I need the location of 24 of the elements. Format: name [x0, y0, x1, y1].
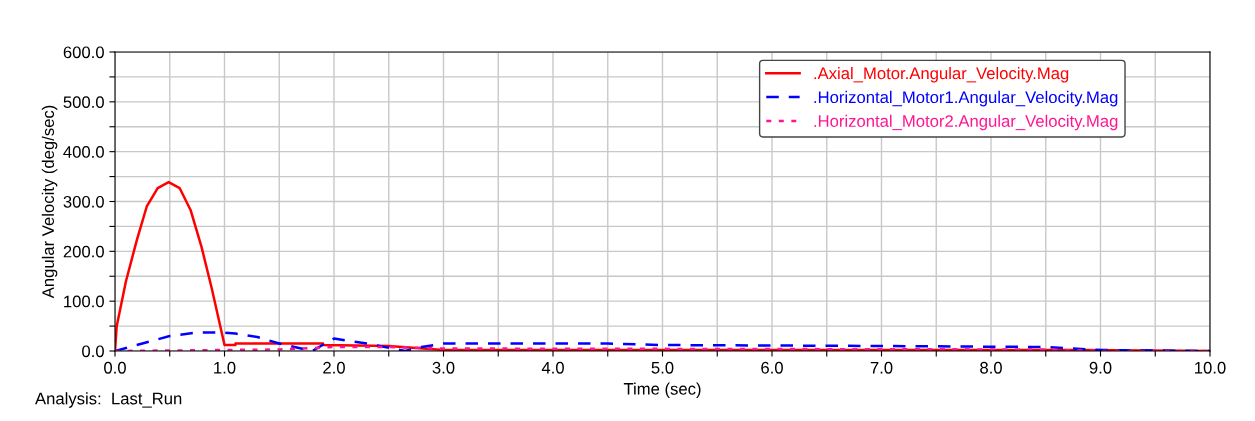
y-tick-label: 0.0 — [82, 345, 104, 358]
x-tick-label: 10.0 — [1195, 361, 1226, 374]
legend-label: .Horizontal_Motor2.Angular_Velocity.Mag — [814, 114, 1118, 131]
x-tick-label: 3.0 — [432, 361, 455, 374]
y-tick-label: 300.0 — [63, 195, 104, 208]
x-tick-label: 7.0 — [870, 361, 893, 374]
x-tick-label: 0.0 — [104, 361, 126, 374]
x-tick-label: 2.0 — [323, 361, 345, 374]
legend-label: .Horizontal_Motor1.Angular_Velocity.Mag — [814, 90, 1118, 107]
y-tick-label: 500.0 — [63, 96, 104, 109]
legend-label: .Axial_Motor.Angular_Velocity.Mag — [814, 67, 1069, 83]
x-axis-title: Time (sec) — [623, 382, 701, 399]
x-tick-label: 4.0 — [541, 361, 564, 374]
text: Analysis: Last_Run — [35, 392, 182, 408]
x-tick-label: 8.0 — [980, 361, 1002, 374]
x-tick-label: 5.0 — [651, 361, 674, 374]
y-tick-label: 400.0 — [63, 146, 104, 158]
x-tick-label: 9.0 — [1089, 361, 1112, 374]
y-tick-label: 100.0 — [64, 295, 104, 308]
x-tick-label: 6.0 — [761, 361, 783, 374]
y-axis-title: Angular Velocity (deg/sec) — [41, 105, 58, 299]
y-tick-label: 200.0 — [63, 245, 104, 258]
y-tick-label: 600.0 — [63, 46, 104, 59]
x-tick-label: 1.0 — [214, 361, 236, 374]
